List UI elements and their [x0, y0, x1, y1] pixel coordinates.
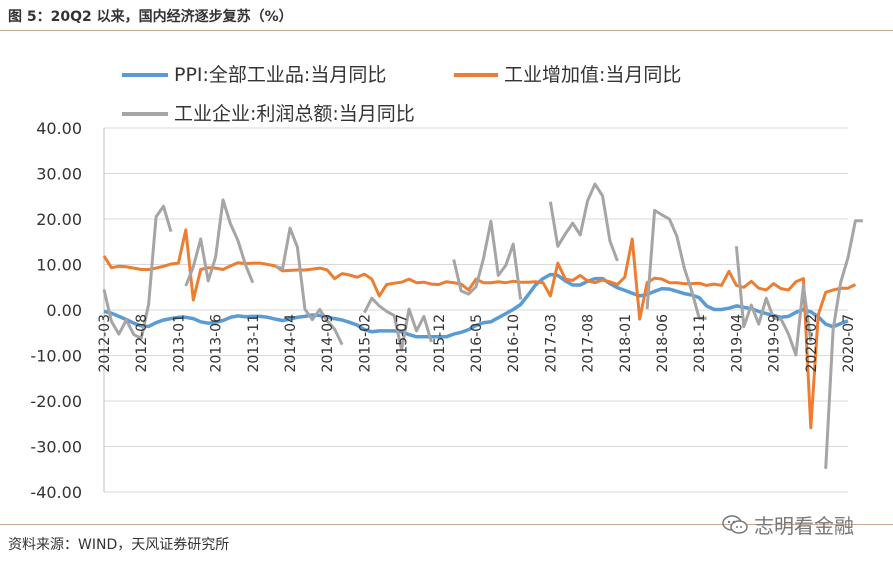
x-tick-label: 2016-05 — [469, 314, 485, 373]
watermark-text: 志明看金融 — [754, 514, 854, 538]
series-group — [102, 182, 863, 469]
y-axis-labels: 40.00 30.00 20.00 10.00 0.00 -10.00 -20.00 -30.… — [30, 119, 82, 502]
x-tick-label: 2012-08 — [134, 314, 150, 373]
series-line-ppi — [103, 272, 849, 339]
legend: PPI:全部工业品:当月同比 工业增加值:当月同比 工业企业:利润总额:当月同比 — [122, 64, 681, 125]
line-chart: PPI:全部工业品:当月同比 工业增加值:当月同比 工业企业:利润总额:当月同比… — [30, 64, 863, 502]
x-tick-label: 2013-11 — [246, 314, 262, 373]
wechat-icon — [722, 514, 748, 534]
x-tick-label: 2012-03 — [97, 314, 113, 373]
series-line-industrial-profit — [102, 182, 863, 469]
x-tick-label: 2019-04 — [729, 314, 745, 373]
x-tick-label: 2015-02 — [357, 314, 373, 373]
series-line-industrial-value-added — [102, 228, 857, 430]
title-divider — [0, 30, 893, 31]
y-tick-label: 20.00 — [36, 210, 82, 229]
x-axis-labels: 2012-03 2012-08 2013-01 2013-06 2013-11 2014-… — [97, 314, 857, 373]
x-tick-label: 2015-07 — [395, 314, 411, 373]
x-tick-label: 2016-10 — [506, 314, 522, 373]
x-tick-label: 2018-01 — [618, 314, 634, 373]
y-grid — [104, 127, 848, 493]
x-tick-label: 2014-04 — [283, 314, 299, 373]
source-note: 资料来源：WIND，天风证券研究所 — [8, 537, 230, 553]
y-tick-label: 30.00 — [36, 165, 82, 184]
figure-title: 图 5：20Q2 以来，国内经济逐步复苏（%） — [8, 9, 293, 25]
x-tick-label: 2018-06 — [655, 314, 671, 373]
y-tick-label: 0.00 — [46, 301, 82, 320]
x-tick-label: 2020-07 — [841, 314, 857, 373]
x-tick-label: 2017-08 — [581, 314, 597, 373]
x-tick-label: 2013-01 — [171, 314, 187, 373]
y-tick-label: -20.00 — [30, 392, 82, 411]
y-tick-label: 40.00 — [36, 119, 82, 138]
x-tick-label: 2020-02 — [804, 314, 820, 373]
legend-label-industrial-value-added: 工业增加值:当月同比 — [504, 64, 681, 86]
legend-label-ppi: PPI:全部工业品:当月同比 — [174, 64, 386, 86]
legend-label-industrial-profit: 工业企业:利润总额:当月同比 — [174, 103, 415, 125]
x-tick-label: 2018-11 — [692, 314, 708, 373]
y-tick-label: -10.00 — [30, 347, 82, 366]
x-tick-label: 2019-09 — [767, 314, 783, 373]
watermark: 志明看金融 — [722, 510, 854, 539]
x-tick-label: 2013-06 — [209, 314, 225, 373]
x-tick-label: 2014-09 — [320, 314, 336, 373]
y-tick-label: 10.00 — [36, 256, 82, 275]
x-tick-label: 2015-12 — [432, 314, 448, 373]
source-divider — [0, 524, 893, 525]
x-tick-label: 2017-03 — [543, 314, 559, 373]
y-tick-label: -40.00 — [30, 483, 82, 502]
y-tick-label: -30.00 — [30, 438, 82, 457]
